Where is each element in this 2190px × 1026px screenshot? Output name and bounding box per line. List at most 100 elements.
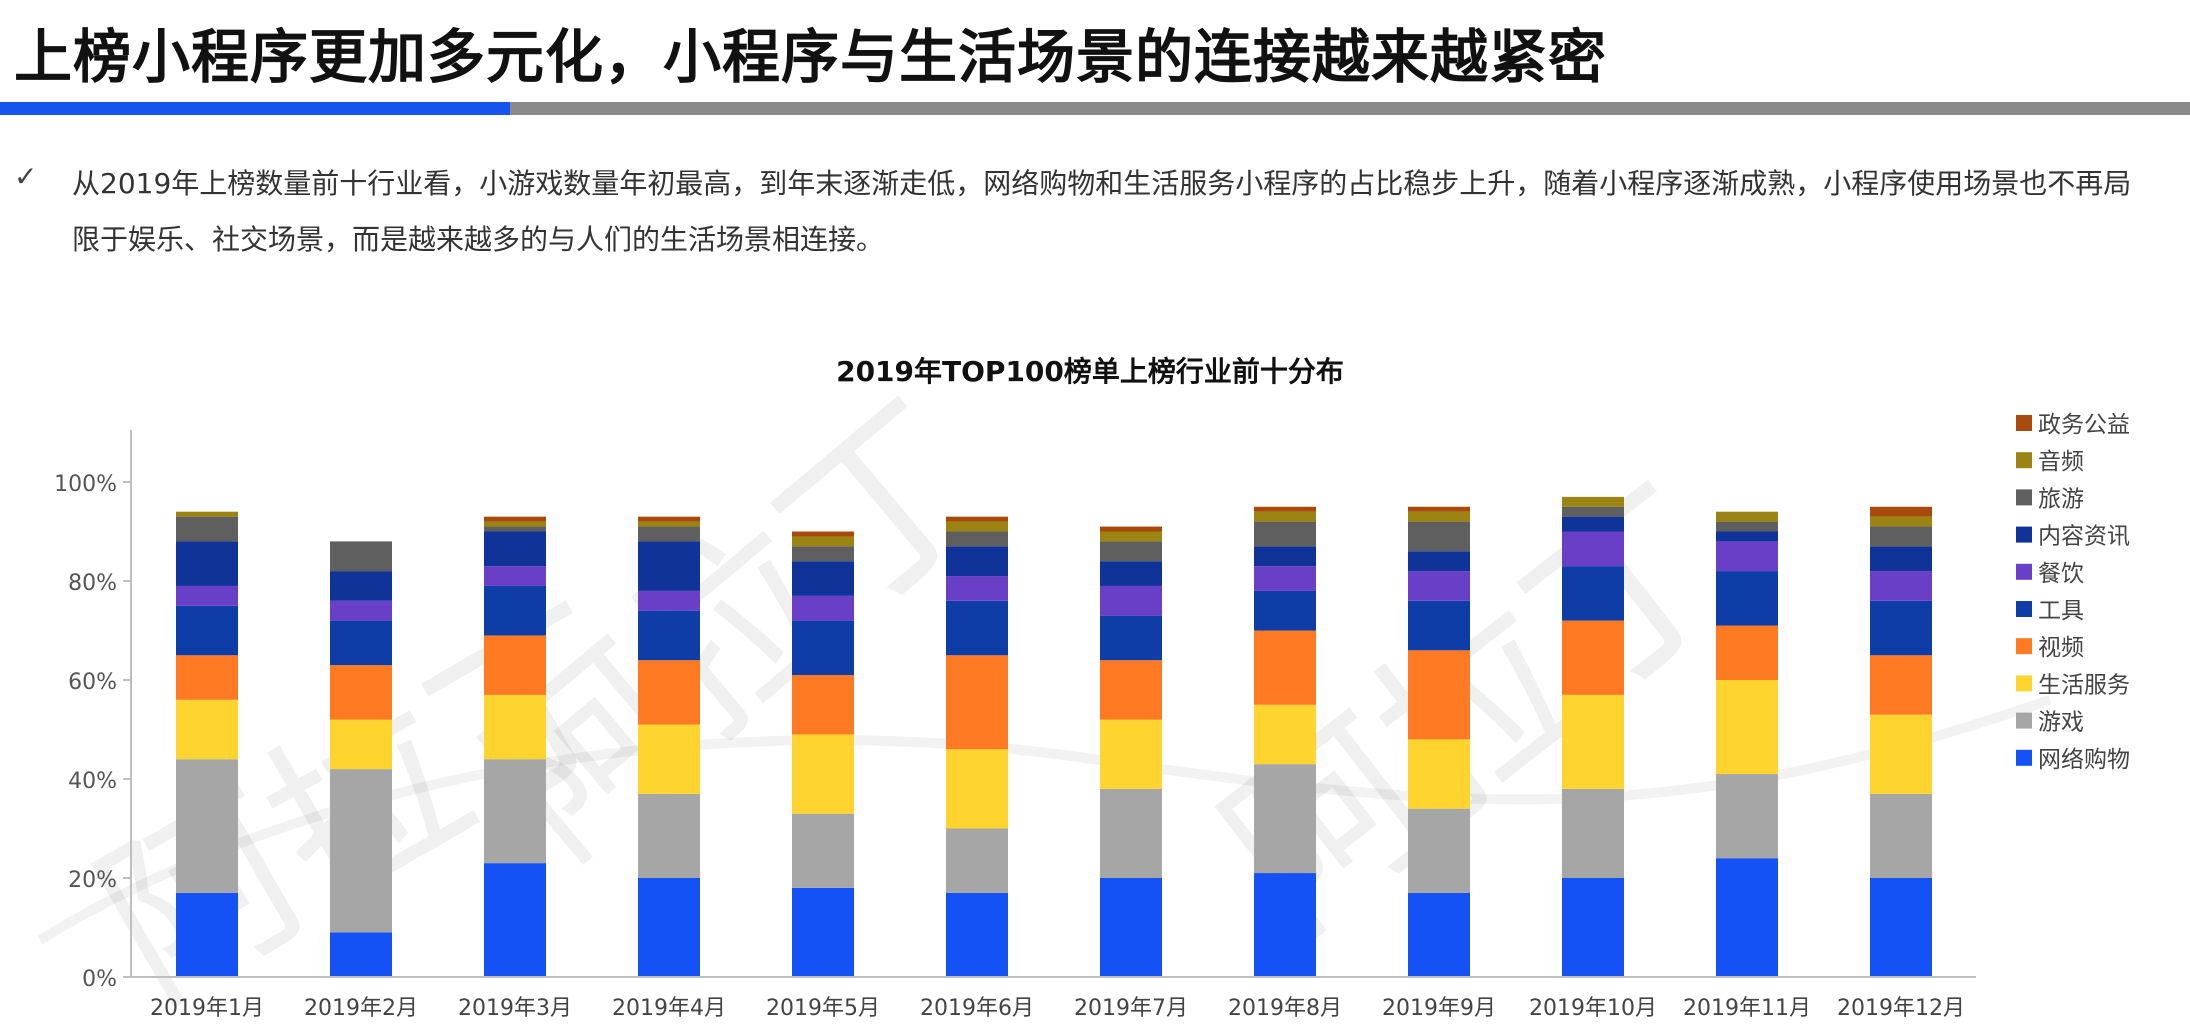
bar-segment bbox=[792, 546, 854, 562]
legend-label: 音频 bbox=[2038, 449, 2084, 475]
bar-segment bbox=[792, 813, 854, 888]
bar-segment bbox=[792, 887, 854, 977]
bar-segment bbox=[1562, 788, 1624, 878]
bar-segment bbox=[330, 932, 392, 977]
chart-title: 2019年TOP100榜单上榜行业前十分布 bbox=[836, 355, 1344, 388]
x-tick-label: 2019年10月 bbox=[1529, 996, 1657, 1021]
bar-segment bbox=[1408, 506, 1470, 512]
bar-segment bbox=[1716, 541, 1778, 572]
bar-segment bbox=[176, 516, 238, 542]
bar-segment bbox=[1562, 620, 1624, 695]
y-tick-label: 80% bbox=[68, 571, 117, 596]
bar-segment bbox=[1100, 585, 1162, 616]
bar-segment bbox=[1408, 551, 1470, 572]
bar-segment bbox=[946, 546, 1008, 577]
bar-segment bbox=[792, 536, 854, 547]
bar-segment bbox=[484, 526, 546, 532]
bar-segment bbox=[1562, 566, 1624, 621]
bar-segment bbox=[638, 516, 700, 522]
summary-text: 从2019年上榜数量前十行业看，小游戏数量年初最高，到年末逐渐走低，网络购物和生… bbox=[72, 167, 2132, 256]
y-tick-label: 40% bbox=[68, 769, 117, 794]
bar-segment bbox=[638, 878, 700, 977]
legend-swatch bbox=[2016, 452, 2032, 469]
bar-segment bbox=[1716, 531, 1778, 542]
bar-segment bbox=[330, 620, 392, 666]
bar-segment bbox=[176, 892, 238, 977]
bar-segment bbox=[1562, 516, 1624, 532]
bar-segment bbox=[484, 585, 546, 636]
bar-segment bbox=[1408, 739, 1470, 809]
bar-segment bbox=[176, 605, 238, 656]
bar-segment bbox=[484, 694, 546, 760]
bar-segment bbox=[1562, 878, 1624, 977]
bar-segment bbox=[1716, 858, 1778, 977]
y-tick-label: 100% bbox=[54, 472, 117, 497]
legend-swatch bbox=[2016, 563, 2032, 580]
bar-segment bbox=[330, 769, 392, 933]
legend-swatch bbox=[2016, 749, 2032, 766]
bar-segment bbox=[1100, 526, 1162, 532]
bar-segment bbox=[946, 521, 1008, 532]
bar-segment bbox=[484, 759, 546, 864]
legend-label: 视频 bbox=[2038, 635, 2084, 661]
bar-segment bbox=[1870, 516, 1932, 527]
bar-segment bbox=[484, 516, 546, 522]
bar-segment bbox=[1716, 511, 1778, 522]
check-icon: ✓ bbox=[14, 160, 38, 193]
bar-segment bbox=[176, 655, 238, 700]
legend-swatch bbox=[2016, 489, 2032, 506]
legend-label: 旅游 bbox=[2038, 486, 2084, 512]
bar-segment bbox=[946, 749, 1008, 829]
bar-segment bbox=[638, 526, 700, 542]
bar-segment bbox=[330, 571, 392, 601]
bar-segment bbox=[1870, 600, 1932, 656]
bar-segment bbox=[638, 541, 700, 591]
bar-segment bbox=[1870, 506, 1932, 517]
bar-segment bbox=[792, 734, 854, 814]
bar-segment bbox=[1870, 793, 1932, 878]
bar-segment bbox=[1100, 541, 1162, 562]
bar-segment bbox=[1254, 506, 1316, 512]
bar-segment bbox=[638, 793, 700, 878]
bar-segment bbox=[638, 724, 700, 794]
bar-segment bbox=[1100, 788, 1162, 878]
bar-segment bbox=[176, 511, 238, 517]
bar-segment bbox=[946, 892, 1008, 977]
bar-segment bbox=[330, 665, 392, 720]
legend-label: 内容资讯 bbox=[2038, 524, 2130, 550]
bar-segment bbox=[1562, 531, 1624, 567]
legend-swatch bbox=[2016, 675, 2032, 692]
bar-segment bbox=[638, 521, 700, 527]
x-tick-label: 2019年6月 bbox=[920, 996, 1034, 1021]
bar-segment bbox=[946, 828, 1008, 893]
bar-segment bbox=[1254, 630, 1316, 705]
bar-segment bbox=[1254, 590, 1316, 631]
bar-segment bbox=[1100, 660, 1162, 720]
bar-segment bbox=[1716, 521, 1778, 532]
bar-segment bbox=[1716, 571, 1778, 626]
bar-segment bbox=[1870, 714, 1932, 794]
bar-segment bbox=[1870, 878, 1932, 977]
page-title: 上榜小程序更加多元化，小程序与生活场景的连接越来越紧密 bbox=[14, 23, 1608, 91]
bar-segment bbox=[638, 660, 700, 725]
x-tick-label: 2019年5月 bbox=[766, 996, 880, 1021]
bar-segment bbox=[1716, 625, 1778, 680]
bar-segment bbox=[330, 719, 392, 770]
bar-segment bbox=[1254, 511, 1316, 522]
legend-swatch bbox=[2016, 638, 2032, 655]
bar-segment bbox=[946, 576, 1008, 601]
bar-segment bbox=[792, 675, 854, 735]
bar-segment bbox=[946, 516, 1008, 522]
x-tick-label: 2019年1月 bbox=[150, 996, 264, 1021]
bar-segment bbox=[484, 531, 546, 567]
legend-swatch bbox=[2016, 526, 2032, 543]
x-tick-label: 2019年9月 bbox=[1382, 996, 1496, 1021]
bar-segment bbox=[1254, 566, 1316, 591]
legend-label: 网络购物 bbox=[2038, 747, 2130, 773]
bar-segment bbox=[1408, 571, 1470, 601]
bar-segment bbox=[638, 610, 700, 661]
bar-segment bbox=[792, 561, 854, 596]
x-tick-label: 2019年7月 bbox=[1074, 996, 1188, 1021]
bar-segment bbox=[176, 541, 238, 586]
bar-segment bbox=[1100, 719, 1162, 789]
